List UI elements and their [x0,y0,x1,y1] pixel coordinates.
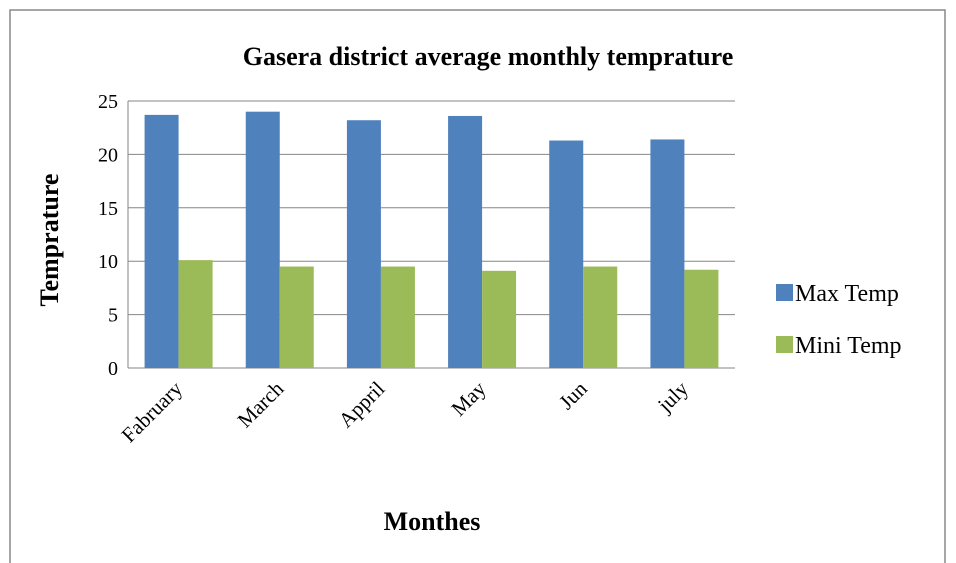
bar [346,120,381,368]
y-tick-label: 15 [98,198,118,220]
bar [583,266,618,368]
legend-label: Mini Temp [795,333,902,359]
legend-label: Max Temp [795,281,899,307]
y-tick-label: 10 [98,251,118,273]
bar [279,266,314,368]
bar [684,269,719,368]
y-tick-label: 5 [108,305,118,327]
bar [380,266,415,368]
y-axis-label: Temprature [35,174,64,307]
legend-swatch [776,284,793,301]
bar [245,111,280,369]
y-tick-label: 25 [98,91,118,113]
y-tick-label: 0 [108,358,118,380]
chart-title: Gasera district average monthly tempratu… [243,42,734,71]
y-tick-label: 20 [98,144,118,166]
x-axis-label: Monthes [384,507,481,536]
legend-swatch [776,336,793,353]
bar [482,270,517,368]
bar [144,114,179,368]
bar [549,140,584,368]
bar [178,260,213,368]
bar [650,139,685,368]
bar [448,115,483,369]
